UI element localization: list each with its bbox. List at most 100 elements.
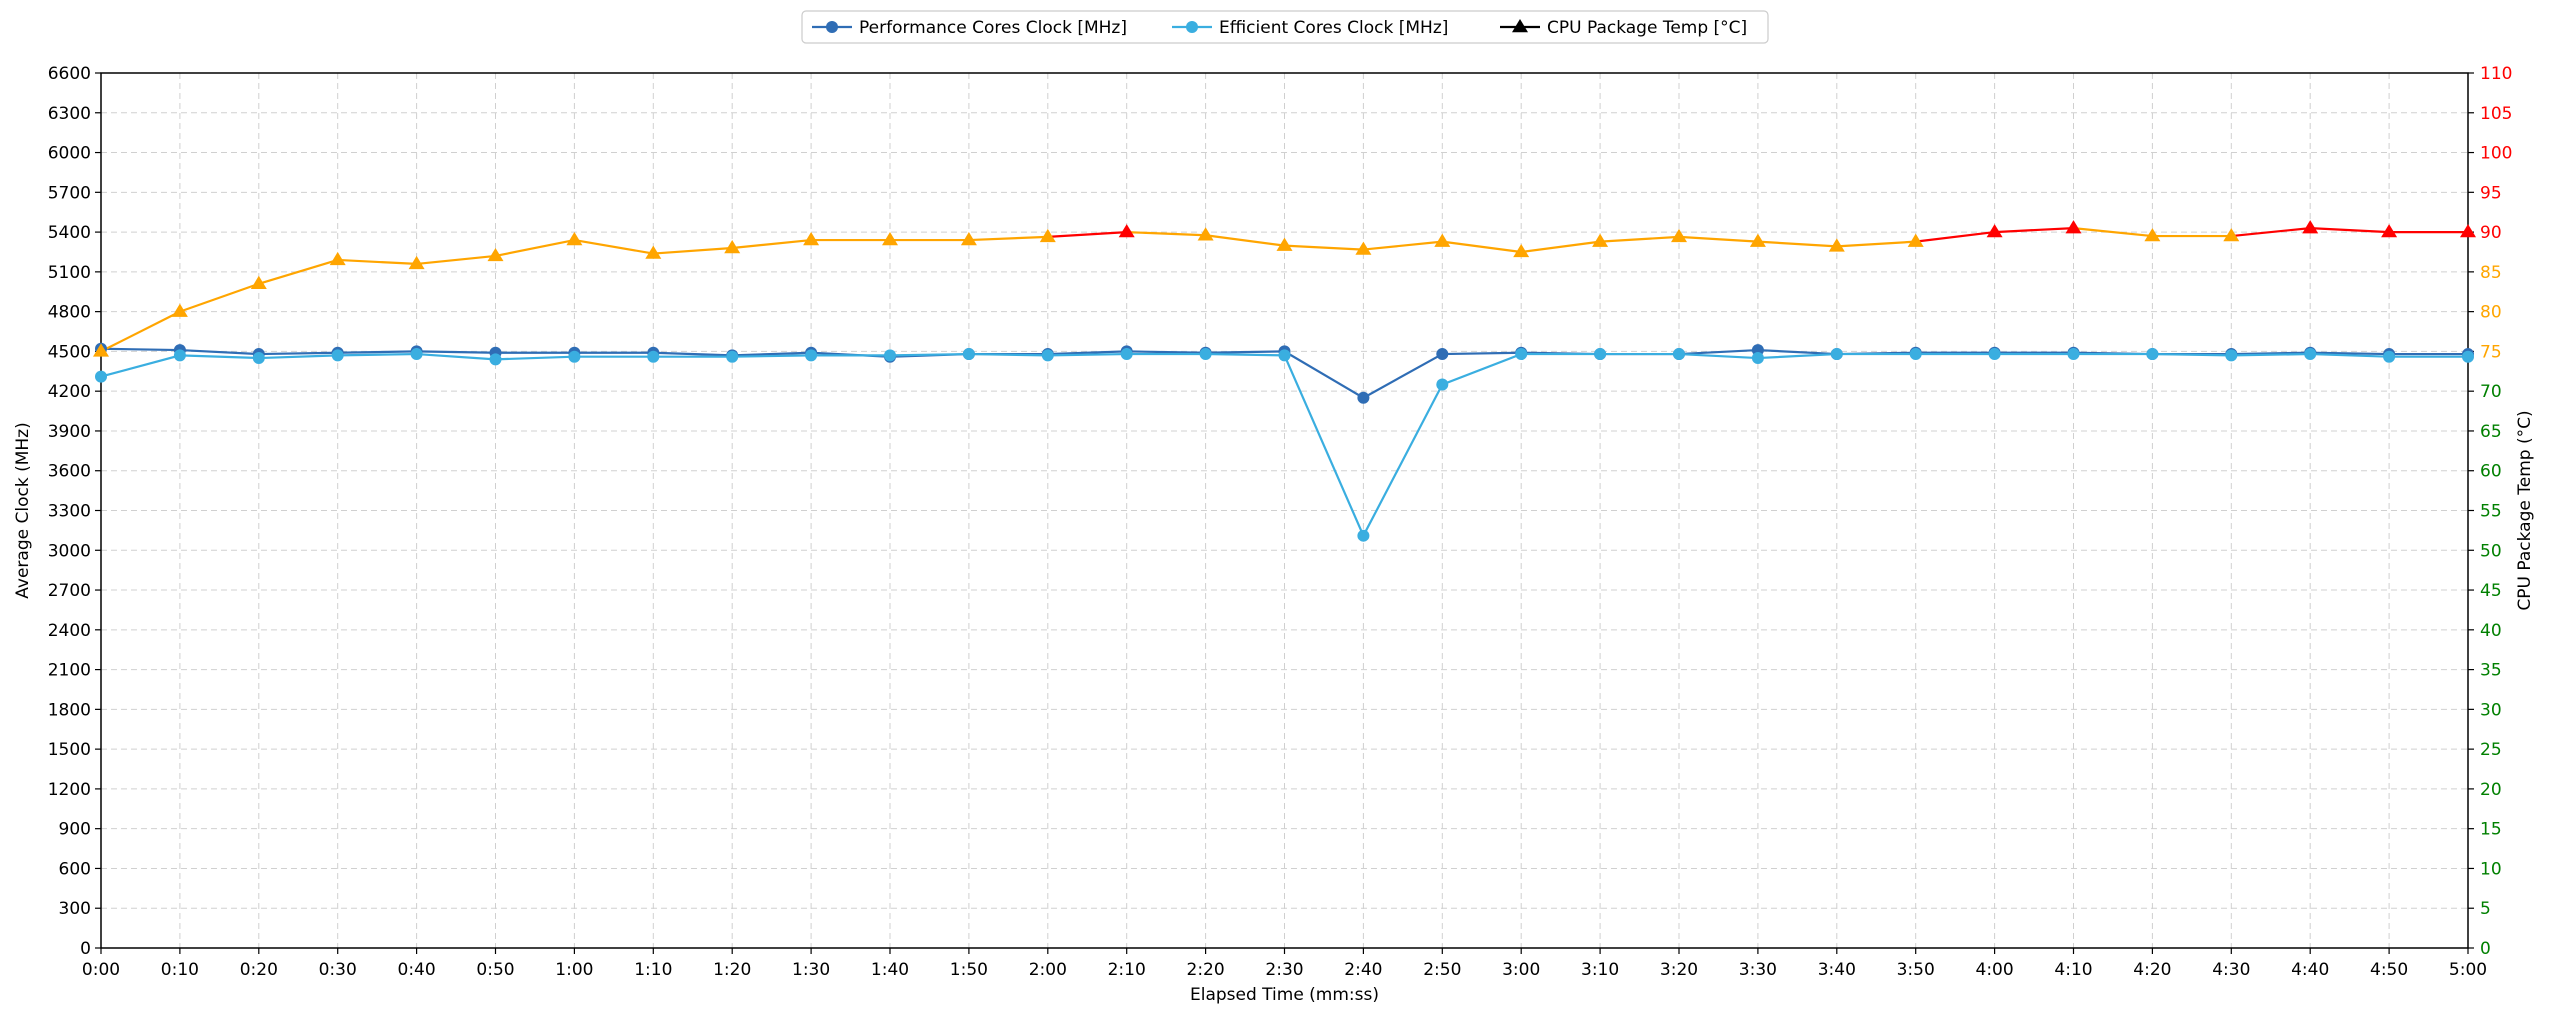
temp-data-point xyxy=(1513,243,1530,258)
axes: 0300600900120015001800210024002700300033… xyxy=(48,64,2513,980)
data-point xyxy=(2067,348,2080,361)
temp-line-segment xyxy=(1600,235,1680,243)
y-right-tick-label: 40 xyxy=(2480,621,2502,641)
temp-data-point xyxy=(882,232,898,246)
temp-data-point xyxy=(1355,241,1372,255)
y-right-tick-label: 45 xyxy=(2480,581,2502,601)
data-point xyxy=(1357,529,1370,542)
y-right-tick-label: 15 xyxy=(2480,820,2502,840)
x-tick-label: 3:40 xyxy=(1818,960,1856,980)
temp-line-segment xyxy=(1047,230,1127,238)
temp-data-point xyxy=(803,232,820,246)
legend-box xyxy=(801,10,1769,44)
y-left-tick-label: 4200 xyxy=(48,382,91,402)
temp-line-segment xyxy=(1915,230,1995,243)
data-point xyxy=(568,350,581,363)
y-right-tick-label: 20 xyxy=(2480,780,2502,800)
data-point xyxy=(1673,348,1685,361)
temp-line-segment xyxy=(732,238,812,250)
temp-data-point xyxy=(2144,228,2161,242)
data-point xyxy=(1436,378,1449,391)
x-tick-label: 2:40 xyxy=(1344,960,1382,980)
y-left-tick-label: 5100 xyxy=(48,263,91,283)
temp-line-segment xyxy=(1205,234,1285,247)
temp-line-segment xyxy=(1757,240,1837,248)
legend-label: Performance Cores Clock [MHz] xyxy=(859,18,1127,38)
x-tick-label: 2:50 xyxy=(1423,960,1461,980)
y-right-tick-label: 55 xyxy=(2480,502,2502,522)
temp-data-point xyxy=(1828,238,1845,252)
y-left-tick-label: 300 xyxy=(59,899,91,919)
x-tick-label: 5:00 xyxy=(2449,960,2487,980)
temp-data-point xyxy=(1118,224,1135,238)
y-left-tick-label: 5400 xyxy=(48,223,91,243)
x-tick-label: 4:50 xyxy=(2370,960,2408,980)
y-right-tick-label: 5 xyxy=(2480,899,2491,919)
temp-data-point xyxy=(2223,228,2240,242)
data-point xyxy=(1278,349,1291,362)
temp-data-point xyxy=(1197,227,1214,241)
data-point xyxy=(1120,348,1133,361)
y-right-tick-label: 85 xyxy=(2480,263,2502,283)
temp-line-segment xyxy=(2073,227,2153,238)
x-tick-label: 1:00 xyxy=(555,960,593,980)
temp-data-point xyxy=(1671,228,1687,243)
legend-swatch-marker xyxy=(1512,19,1528,33)
y-left-tick-label: 5700 xyxy=(48,183,91,203)
legend-swatch-marker xyxy=(826,21,838,33)
y-right-tick-label: 75 xyxy=(2480,342,2502,362)
temp-line-segment xyxy=(968,235,1048,242)
x-tick-label: 1:20 xyxy=(713,960,751,980)
legend-swatch-marker xyxy=(1186,21,1198,33)
grid xyxy=(100,72,2469,949)
x-tick-label: 0:00 xyxy=(82,960,120,980)
y-right-tick-label: 60 xyxy=(2480,462,2502,482)
x-tick-label: 0:30 xyxy=(319,960,357,980)
temp-line-segment xyxy=(574,238,654,255)
temp-data-point xyxy=(724,240,741,254)
y-right-tick-label: 100 xyxy=(2480,144,2512,164)
x-tick-label: 0:20 xyxy=(240,960,278,980)
x-tick-label: 3:00 xyxy=(1502,960,1540,980)
temp-data-point xyxy=(1592,233,1609,247)
y-right-tick-label: 110 xyxy=(2480,64,2512,84)
temp-line-segment xyxy=(1363,240,1443,251)
data-point xyxy=(252,352,265,365)
data-point xyxy=(1751,352,1764,365)
data-point xyxy=(1988,348,2001,361)
temp-data-point xyxy=(2302,220,2319,234)
temp-data-point xyxy=(1276,237,1293,251)
data-point xyxy=(410,348,423,361)
temp-line-segment xyxy=(100,310,181,353)
y-right-tick-label: 30 xyxy=(2480,700,2502,720)
x-tick-label: 2:10 xyxy=(1108,960,1146,980)
x-tick-label: 1:10 xyxy=(634,960,672,980)
temp-data-point xyxy=(329,251,346,266)
data-point xyxy=(331,349,344,362)
x-tick-label: 0:40 xyxy=(398,960,436,980)
y-left-tick-label: 1800 xyxy=(48,700,91,720)
y-right-tick-label: 35 xyxy=(2480,661,2502,681)
temp-data-point xyxy=(960,232,977,246)
data-point xyxy=(726,350,739,363)
temp-line-segment xyxy=(653,246,733,255)
temp-line-segment xyxy=(179,282,260,313)
data-point xyxy=(962,348,975,361)
y-right-tick-label: 10 xyxy=(2480,859,2502,879)
data-point xyxy=(1436,348,1449,361)
data-point xyxy=(884,349,896,362)
temp-data-point xyxy=(2460,224,2476,238)
x-tick-label: 2:20 xyxy=(1187,960,1225,980)
temp-data-point xyxy=(2065,220,2082,234)
temp-line-segment xyxy=(1521,240,1601,254)
y-left-tick-label: 1200 xyxy=(48,780,91,800)
temp-line-segment xyxy=(258,258,339,285)
x-tick-label: 1:40 xyxy=(871,960,909,980)
temp-line-segment xyxy=(2231,227,2311,238)
series-markers xyxy=(93,220,2476,542)
x-tick-label: 4:30 xyxy=(2212,960,2250,980)
data-point xyxy=(2146,348,2159,361)
y-left-tick-label: 3900 xyxy=(48,422,91,442)
y-right-tick-label: 70 xyxy=(2480,382,2502,402)
data-point xyxy=(2462,350,2474,363)
